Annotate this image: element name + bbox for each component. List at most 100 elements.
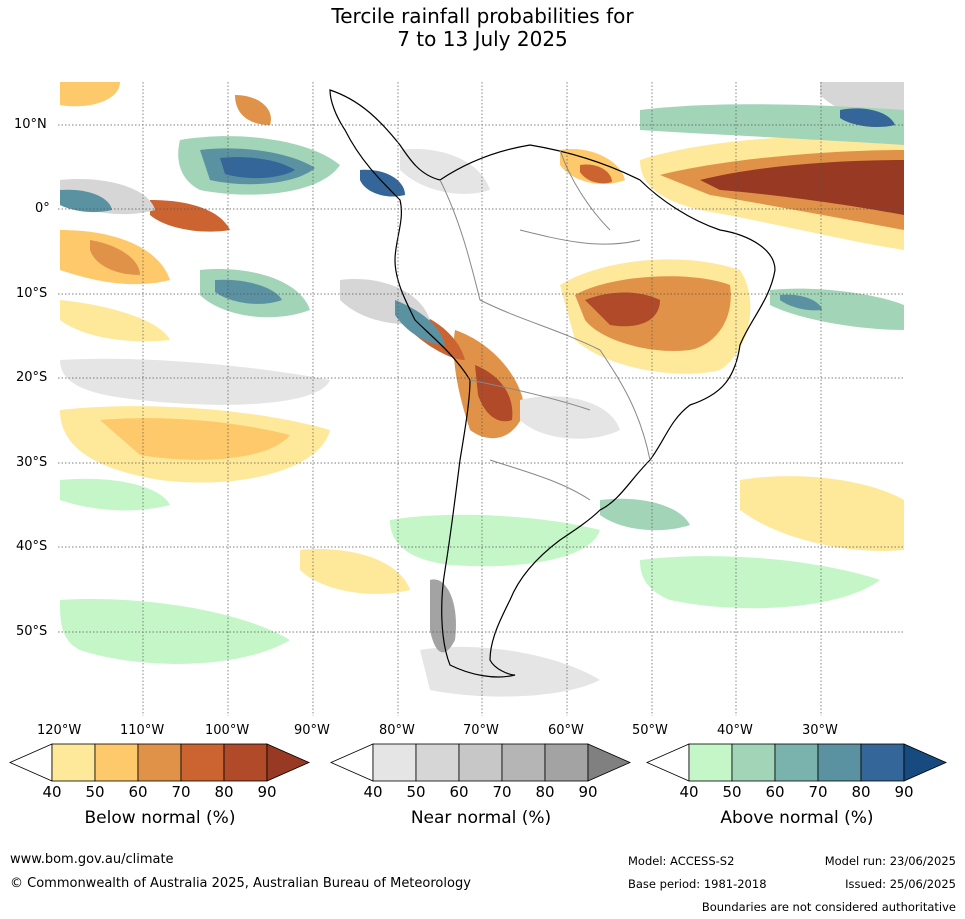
near-normal-colorbar-tick: 80 — [535, 783, 555, 801]
below-normal-region — [90, 240, 140, 275]
above-normal-colorbar-tick: 80 — [851, 783, 871, 801]
below-normal-region — [60, 82, 120, 107]
country-borders — [439, 149, 651, 501]
near-normal-colorbar-max-arrow — [587, 743, 631, 782]
below-normal-colorbar-segment — [94, 743, 139, 782]
near-normal-colorbar-segment — [544, 743, 589, 782]
above-normal-region — [640, 104, 904, 145]
near-normal-colorbar-tick: 70 — [492, 783, 512, 801]
near-normal-region — [430, 579, 456, 653]
near-normal-colorbar-segment — [501, 743, 546, 782]
below-normal-colorbar-segment — [137, 743, 182, 782]
near-normal-region — [420, 646, 600, 697]
above-normal-region — [220, 157, 295, 179]
lat-label: 10°N — [14, 117, 47, 132]
below-normal-colorbar-min-arrow — [9, 743, 53, 782]
below-normal-colorbar-title: Below normal (%) — [84, 808, 236, 828]
below-normal-region — [235, 95, 271, 125]
above-normal-colorbar-max-arrow — [903, 743, 947, 782]
below-normal-region — [475, 365, 513, 422]
lat-label: 0° — [35, 201, 50, 216]
gridlines — [58, 82, 904, 716]
below-normal-region — [700, 160, 904, 215]
below-normal-colorbar-tick: 40 — [42, 783, 62, 801]
above-normal-colorbar-segment — [860, 743, 905, 782]
below-normal-colorbar-segment — [223, 743, 268, 782]
above-normal-region — [60, 599, 290, 664]
lon-label: 110°W — [120, 723, 165, 738]
lat-label: 40°S — [16, 539, 48, 554]
below-normal-colorbar-tick: 50 — [85, 783, 105, 801]
above-normal-region — [780, 294, 822, 311]
below-normal-region — [300, 549, 410, 594]
below-normal-colorbar-tick: 90 — [257, 783, 277, 801]
near-normal-colorbar-tick: 40 — [363, 783, 383, 801]
lon-label: 40°W — [717, 723, 753, 738]
above-normal-region — [640, 556, 880, 609]
probability-shading — [60, 82, 904, 697]
above-normal-region — [390, 514, 600, 567]
lat-label: 30°S — [16, 455, 48, 470]
lat-label: 20°S — [16, 370, 48, 385]
above-normal-region — [600, 498, 690, 531]
model-text: Model: ACCESS-S2 — [628, 854, 735, 868]
lat-label: 50°S — [16, 624, 48, 639]
near-normal-colorbar-segment — [415, 743, 460, 782]
above-normal-colorbar-tick: 60 — [765, 783, 785, 801]
near-normal-region — [520, 396, 620, 439]
lon-label: 60°W — [548, 723, 584, 738]
near-normal-colorbar-segment — [372, 743, 417, 782]
below-normal-region — [60, 300, 170, 342]
above-normal-colorbar-tick: 50 — [722, 783, 742, 801]
issued-text: Issued: 25/06/2025 — [845, 877, 956, 891]
base-period-text: Base period: 1981-2018 — [628, 877, 767, 891]
above-normal-colorbar-segment — [774, 743, 819, 782]
above-normal-region — [840, 108, 895, 128]
above-normal-colorbar-segment — [688, 743, 733, 782]
near-normal-colorbar-min-arrow — [330, 743, 374, 782]
above-normal-colorbar-min-arrow — [646, 743, 690, 782]
lon-label: 70°W — [463, 723, 499, 738]
near-normal-colorbar-segment — [458, 743, 503, 782]
above-normal-region — [60, 478, 170, 511]
below-normal-colorbar-segment — [51, 743, 96, 782]
website-link[interactable]: www.bom.gov.au/climate — [10, 852, 174, 867]
below-normal-colorbar-segment — [180, 743, 225, 782]
below-normal-region — [740, 476, 904, 551]
lon-label: 100°W — [205, 723, 250, 738]
above-normal-region — [215, 279, 282, 304]
above-normal-colorbar-segment — [817, 743, 862, 782]
below-normal-region — [580, 164, 612, 184]
lon-label: 90°W — [294, 723, 330, 738]
below-normal-region — [585, 292, 660, 327]
above-normal-colorbar-tick: 40 — [679, 783, 699, 801]
above-normal-region — [360, 169, 405, 197]
coastline — [329, 89, 776, 678]
near-normal-region — [60, 358, 330, 405]
below-normal-colorbar-tick: 80 — [214, 783, 234, 801]
above-normal-colorbar-tick: 70 — [808, 783, 828, 801]
disclaimer-text: Boundaries are not considered authoritat… — [701, 900, 956, 914]
lon-label: 80°W — [379, 723, 415, 738]
above-normal-region — [395, 300, 445, 345]
near-normal-colorbar-tick: 50 — [406, 783, 426, 801]
near-normal-region — [400, 149, 490, 194]
above-normal-colorbar-segment — [731, 743, 776, 782]
below-normal-colorbar-max-arrow — [266, 743, 310, 782]
near-normal-colorbar-tick: 60 — [449, 783, 469, 801]
lat-label: 10°S — [16, 286, 48, 301]
below-normal-colorbar-tick: 60 — [128, 783, 148, 801]
above-normal-colorbar-tick: 90 — [894, 783, 914, 801]
lon-label: 30°W — [802, 723, 838, 738]
lon-label: 50°W — [632, 723, 668, 738]
map-title-line2: 7 to 13 July 2025 — [397, 27, 568, 51]
model-run-text: Model run: 23/06/2025 — [824, 854, 956, 868]
lon-label: 120°W — [37, 723, 82, 738]
above-normal-region — [60, 189, 112, 213]
near-normal-colorbar-tick: 90 — [578, 783, 598, 801]
copyright-text: © Commonwealth of Australia 2025, Austra… — [10, 876, 471, 891]
near-normal-colorbar-title: Near normal (%) — [410, 808, 552, 828]
below-normal-colorbar-tick: 70 — [171, 783, 191, 801]
below-normal-region — [150, 200, 230, 232]
